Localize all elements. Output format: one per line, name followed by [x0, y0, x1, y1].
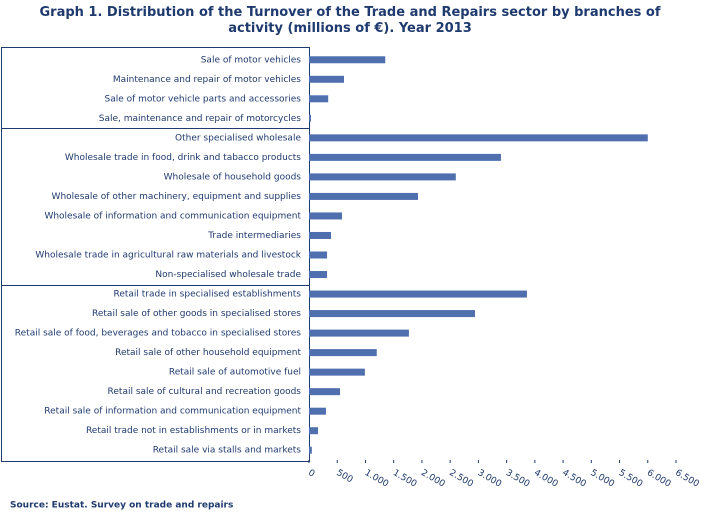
x-tick-label: 3.000 — [476, 468, 504, 490]
x-tick-label: 5.500 — [617, 468, 645, 490]
chart-title: Graph 1. Distribution of the Turnover of… — [39, 5, 661, 36]
y-tick-label: Retail sale of cultural and recreation g… — [108, 387, 302, 397]
x-tick-label: 2.500 — [447, 468, 475, 490]
bar — [309, 349, 377, 357]
y-tick-label: Trade intermediaries — [207, 231, 301, 241]
bar — [309, 290, 527, 298]
x-tick-label: 5.000 — [589, 468, 617, 490]
y-tick-label: Maintenance and repair of motor vehicles — [113, 75, 301, 85]
x-tick-label: 1.500 — [391, 468, 419, 490]
bar — [309, 368, 365, 376]
y-tick-label: Wholesale trade in agricultural raw mate… — [35, 251, 301, 261]
bar — [309, 95, 329, 103]
bar — [309, 231, 332, 239]
x-tick-label: 500 — [334, 468, 354, 485]
source: Source: Eustat. Survey on trade and repa… — [10, 501, 233, 511]
x-tick-label: 0 — [306, 468, 316, 480]
bar — [309, 192, 418, 200]
y-tick-label: Wholesale of other machinery, equipment … — [52, 192, 302, 202]
y-tick-label: Retail sale of automotive fuel — [169, 368, 301, 378]
y-tick-label: Wholesale of household goods — [164, 172, 302, 182]
y-tick-label: Wholesale trade in food, drink and tabac… — [65, 153, 301, 163]
y-tick-label: Sale, maintenance and repair of motorcyc… — [99, 114, 302, 124]
y-tick-label: Retail sale via stalls and markets — [153, 446, 302, 456]
x-tick-label: 6.500 — [673, 468, 701, 490]
bar — [309, 114, 311, 122]
y-tick-label: Other specialised wholesale — [175, 133, 301, 143]
bar — [309, 310, 475, 318]
y-tick-label: Retail sale of other household equipment — [115, 348, 301, 358]
x-tick-label: 6.000 — [645, 468, 673, 490]
y-tick-label: Sale of motor vehicles — [201, 55, 302, 65]
bar — [309, 173, 456, 181]
x-tick-label: 3.500 — [504, 468, 532, 490]
bar — [309, 212, 343, 220]
y-tick-label: Retail trade in specialised establishmen… — [113, 290, 301, 300]
x-tick-label: 1.000 — [363, 468, 391, 490]
bar — [309, 75, 345, 83]
bar — [309, 271, 328, 279]
bar — [309, 427, 319, 435]
y-tick-label: Non-specialised wholesale trade — [155, 270, 301, 280]
bar — [309, 388, 341, 396]
y-tick-label: Sale of motor vehicle parts and accessor… — [104, 94, 301, 104]
bar — [309, 56, 386, 64]
x-tick-label: 4.500 — [560, 468, 588, 490]
y-tick-label: Retail trade not in establishments or in… — [86, 426, 301, 436]
y-tick-label: Wholesale of information and communicati… — [44, 211, 301, 221]
bar — [309, 134, 648, 142]
y-tick-label: Retail sale of information and communica… — [44, 407, 301, 417]
x-tick-label: 2.000 — [419, 468, 447, 490]
bar — [309, 251, 328, 259]
bar — [309, 407, 326, 415]
y-tick-label: Retail sale of other goods in specialise… — [92, 309, 301, 319]
x-tick-label: 4.000 — [532, 468, 560, 490]
bar — [309, 153, 501, 161]
bar — [309, 329, 409, 337]
bar — [309, 446, 312, 454]
y-tick-label: Retail sale of food, beverages and tobac… — [15, 329, 302, 339]
